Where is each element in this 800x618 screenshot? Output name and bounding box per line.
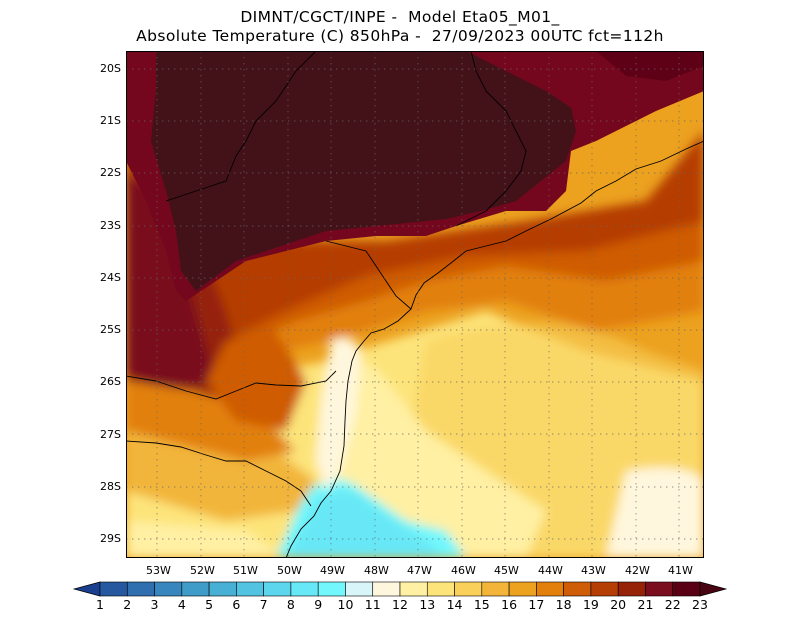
lon-label: 51W (233, 564, 258, 577)
colorbar-cell (263, 581, 292, 597)
lat-label: 25S (100, 323, 121, 336)
graticule (126, 51, 704, 558)
coastline-borders (125, 50, 705, 559)
colorbar-label: 13 (419, 597, 436, 612)
colorbar-label: 8 (286, 597, 295, 612)
colorbar-cell (508, 581, 537, 597)
colorbar-label: 22 (664, 597, 681, 612)
lat-label: 28S (100, 480, 121, 493)
colorbar-cell (536, 581, 564, 597)
lat-label: 20S (100, 62, 121, 75)
colorbar-cell (372, 581, 401, 597)
colorbar-over-arrow (699, 581, 728, 597)
colorbar-cell (99, 581, 128, 597)
temperature-field (126, 51, 704, 558)
lat-label: 27S (100, 428, 121, 441)
colorbar-cell (317, 581, 346, 597)
lon-label: 53W (146, 564, 171, 577)
colorbar-label: 11 (364, 597, 381, 612)
lat-label: 22S (100, 166, 121, 179)
colorbar-cell (399, 581, 428, 597)
lat-label: 26S (100, 375, 121, 388)
colorbar-cell (236, 581, 264, 597)
colorbar-cell (208, 581, 237, 597)
lon-label: 42W (625, 564, 650, 577)
colorbar-label: 2 (123, 597, 132, 612)
lon-label: 49W (320, 564, 345, 577)
colorbar-cell (290, 581, 319, 597)
lon-label: 41W (668, 564, 693, 577)
title-line-2: Absolute Temperature (C) 850hPa - 27/09/… (136, 27, 664, 45)
colorbar-label: 6 (232, 597, 241, 612)
colorbar-label: 18 (555, 597, 572, 612)
colorbar-label: 4 (177, 597, 186, 612)
lat-label: 23S (100, 219, 121, 232)
lon-label: 46W (451, 564, 476, 577)
lon-label: 47W (407, 564, 432, 577)
lat-label: 29S (100, 532, 121, 545)
colorbar-label: 23 (692, 597, 708, 612)
colorbar-cell (481, 581, 510, 597)
lon-label: 43W (581, 564, 606, 577)
lon-label: 52W (190, 564, 215, 577)
temperature-map (125, 50, 705, 559)
title-line-1: DIMNT/CGCT/INPE - Model Eta05_M01_ (240, 8, 560, 26)
colorbar-label: 21 (637, 597, 654, 612)
colorbar-label: 17 (528, 597, 545, 612)
colorbar-label: 3 (150, 597, 159, 612)
colorbar-label: 1 (96, 597, 104, 612)
colorbar-label: 20 (610, 597, 627, 612)
colorbar-label: 16 (501, 597, 518, 612)
colorbar-label: 15 (473, 597, 490, 612)
colorbar-label: 19 (582, 597, 599, 612)
colorbar-cell (454, 581, 483, 597)
colorbar-cell (563, 581, 592, 597)
colorbar-under-arrow (72, 581, 101, 597)
colorbar (72, 581, 728, 597)
lon-label: 48W (364, 564, 389, 577)
colorbar-label: 14 (446, 597, 463, 612)
colorbar-cell (617, 581, 646, 597)
colorbar-label: 5 (205, 597, 214, 612)
lat-label: 21S (100, 114, 121, 127)
colorbar-label: 10 (337, 597, 354, 612)
lon-label: 45W (494, 564, 519, 577)
colorbar-cell (590, 581, 619, 597)
colorbar-cell (645, 581, 674, 597)
colorbar-label: 7 (259, 597, 268, 612)
colorbar-cell (126, 581, 155, 597)
colorbar-cell (181, 581, 210, 597)
colorbar-cell (154, 581, 183, 597)
map-svg (125, 50, 705, 559)
map-frame (126, 51, 704, 558)
colorbar-cell (345, 581, 374, 597)
lat-label: 24S (100, 271, 121, 284)
lon-label: 50W (277, 564, 302, 577)
colorbar-label: 12 (392, 597, 408, 612)
colorbar-cell (426, 581, 455, 597)
colorbar-label: 9 (314, 597, 323, 612)
lon-label: 44W (538, 564, 563, 577)
colorbar-cell (672, 581, 701, 597)
